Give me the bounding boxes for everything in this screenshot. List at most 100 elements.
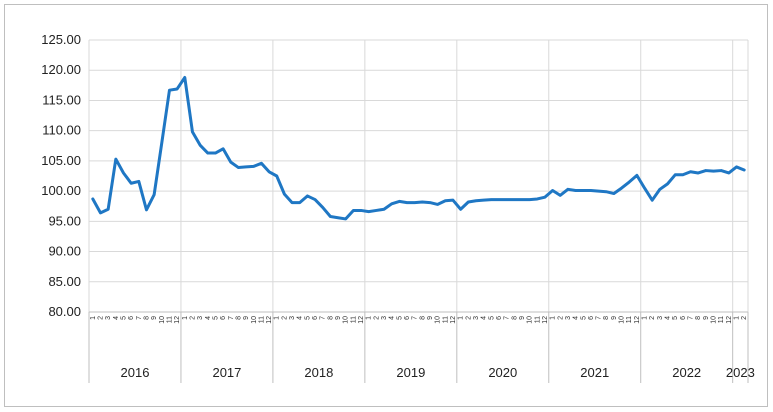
y-tick-label: 120.00	[41, 62, 81, 77]
x-month-tick-label: 6	[128, 316, 135, 320]
x-month-tick-label: 8	[235, 316, 242, 320]
x-month-tick-label: 9	[243, 316, 250, 320]
y-tick-label: 95.00	[48, 213, 81, 228]
x-month-tick-label: 7	[688, 316, 695, 320]
x-month-tick-label: 10	[251, 316, 258, 324]
x-month-tick-label: 4	[665, 316, 672, 320]
x-month-tick-label: 10	[343, 316, 350, 324]
x-month-tick-label: 11	[534, 316, 541, 323]
y-tick-label: 110.00	[42, 123, 81, 138]
y-axis-tick-labels: 80.00 85.00 90.00 95.00 100.00 105.00 110.00 11…	[41, 32, 81, 319]
x-month-tick-label: 10	[159, 316, 166, 324]
x-month-tick-label: 4	[389, 316, 396, 320]
x-month-tick-label: 11	[258, 316, 265, 323]
x-month-tick-label: 3	[381, 316, 388, 320]
x-month-tick-label: 9	[151, 316, 158, 320]
y-tick-label: 125.00	[41, 32, 81, 47]
x-month-tick-label: 6	[312, 316, 319, 320]
x-month-tick-label: 5	[580, 316, 587, 320]
x-year-label: 2022	[672, 365, 701, 380]
x-month-tick-label: 2	[649, 316, 656, 320]
x-month-tick-label: 7	[136, 316, 143, 320]
x-month-tick-label: 4	[481, 316, 488, 320]
x-month-tick-label: 1	[274, 316, 281, 320]
x-month-tick-label: 5	[396, 316, 403, 320]
x-month-tick-label: 1	[458, 316, 465, 320]
y-tick-label: 90.00	[48, 244, 81, 259]
x-month-tick-label: 3	[289, 316, 296, 320]
x-month-tick-label: 9	[335, 316, 342, 320]
x-month-tick-label: 3	[657, 316, 664, 320]
x-month-tick-label: 11	[442, 316, 449, 323]
x-month-tick-label: 10	[435, 316, 442, 324]
y-tick-label: 105.00	[41, 153, 81, 168]
x-month-tick-label: 2	[189, 316, 196, 320]
x-month-tick-label: 3	[105, 316, 112, 320]
x-month-tick-label: 2	[373, 316, 380, 320]
x-month-tick-label: 1	[366, 316, 373, 320]
x-month-tick-label: 8	[143, 316, 150, 320]
x-month-tick-label: 5	[304, 316, 311, 320]
x-year-label: 2021	[580, 365, 609, 380]
x-month-tick-label: 11	[718, 316, 725, 323]
x-year-label: 2018	[304, 365, 333, 380]
x-month-tick-label: 11	[166, 316, 173, 323]
x-month-tick-label: 9	[427, 316, 434, 320]
x-month-tick-label: 4	[205, 316, 212, 320]
series-layer	[91, 75, 746, 221]
x-month-tick-label: 7	[596, 316, 603, 320]
y-tick-label: 115.00	[42, 92, 81, 107]
x-month-tick-label: 7	[228, 316, 235, 320]
series-line	[91, 75, 746, 221]
x-month-tick-label: 8	[419, 316, 426, 320]
x-month-tick-label: 3	[197, 316, 204, 320]
x-month-tick-label: 6	[496, 316, 503, 320]
x-year-label: 2016	[121, 365, 150, 380]
y-tick-label: 100.00	[41, 183, 81, 198]
x-month-tick-label: 7	[504, 316, 511, 320]
x-month-tick-label: 3	[565, 316, 572, 320]
x-month-tick-label: 1	[182, 316, 189, 320]
x-month-tick-label: 4	[113, 316, 120, 320]
x-month-tick-label: 1	[90, 316, 97, 320]
x-month-tick-label: 9	[519, 316, 526, 320]
x-month-tick-label: 12	[358, 316, 365, 324]
x-month-tick-label: 1	[642, 316, 649, 320]
x-year-label: 2023	[726, 365, 755, 380]
y-tick-label: 80.00	[48, 304, 81, 319]
x-month-tick-label: 5	[672, 316, 679, 320]
x-month-tick-label: 12	[634, 316, 641, 324]
x-month-tick-label: 1	[550, 316, 557, 320]
x-month-tick-label: 10	[711, 316, 718, 324]
x-month-tick-label: 2	[741, 316, 748, 320]
x-month-tick-label: 3	[473, 316, 480, 320]
x-month-tick-label: 1	[734, 316, 741, 320]
x-month-tick-label: 12	[542, 316, 549, 324]
y-tick-label: 85.00	[48, 274, 81, 289]
x-month-tick-label: 11	[350, 316, 357, 323]
x-month-tick-label: 2	[465, 316, 472, 320]
x-month-tick-label: 9	[703, 316, 710, 320]
x-month-tick-label: 12	[450, 316, 457, 324]
x-month-tick-label: 6	[404, 316, 411, 320]
x-month-tick-label: 8	[511, 316, 518, 320]
x-month-tick-label: 5	[212, 316, 219, 320]
x-month-tick-label: 11	[626, 316, 633, 323]
x-month-tick-label: 7	[320, 316, 327, 320]
x-axis: 1 2 3 4 5 6 7 8 9 10 11 12 1 2 3 4 5 6 7 8 9 10 11 12 1 2 3 4 5 6 7 8 9 1…	[88, 311, 755, 383]
x-year-label: 2020	[488, 365, 517, 380]
x-month-tick-label: 5	[120, 316, 127, 320]
x-month-tick-label: 6	[588, 316, 595, 320]
x-month-tick-label: 7	[412, 316, 419, 320]
gridlines	[88, 39, 749, 313]
x-year-label: 2017	[212, 365, 241, 380]
x-month-tick-label: 2	[557, 316, 564, 320]
x-month-tick-label: 6	[220, 316, 227, 320]
x-month-tick-label: 10	[527, 316, 534, 324]
x-month-tick-label: 10	[619, 316, 626, 324]
x-month-tick-label: 9	[611, 316, 618, 320]
x-month-tick-label: 6	[680, 316, 687, 320]
x-month-tick-label: 8	[603, 316, 610, 320]
x-month-tick-label: 12	[266, 316, 273, 324]
